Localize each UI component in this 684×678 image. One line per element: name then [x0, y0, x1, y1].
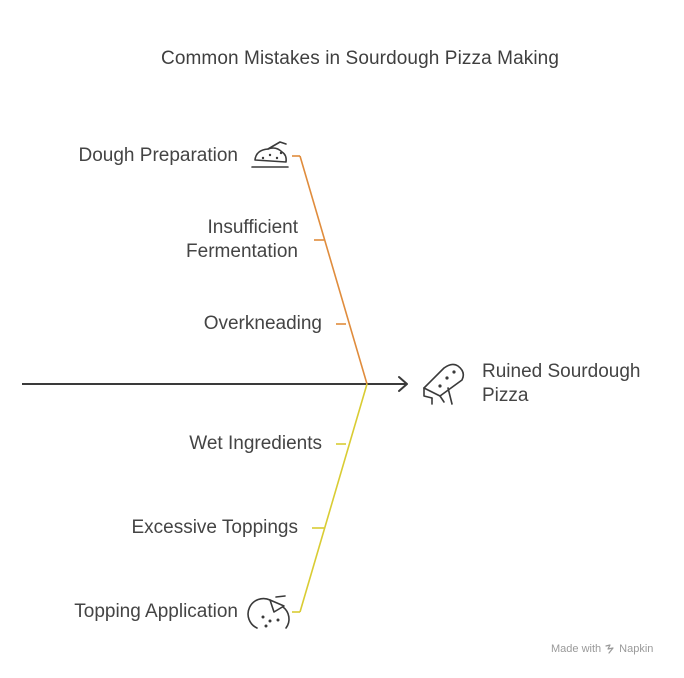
made-with-text: Made with — [551, 643, 602, 655]
cause-label-wet-ingredients: Wet Ingredients — [189, 433, 322, 454]
effect-line-1: Ruined Sourdough — [482, 361, 641, 382]
cause-label-excessive-toppings: Excessive Toppings — [131, 517, 298, 538]
dough-bowl-icon — [251, 141, 289, 168]
effect-label: Ruined Sourdough Pizza — [482, 360, 640, 408]
napkin-logo-icon — [605, 644, 614, 654]
effect-line-2: Pizza — [482, 385, 529, 406]
pizza-toppings-icon — [247, 595, 290, 629]
cause-line-2: Fermentation — [186, 241, 298, 262]
cause-line-1: Insufficient — [207, 217, 298, 238]
category-label-topping-application: Topping Application — [74, 601, 238, 622]
pizza-slice-icon — [423, 363, 465, 405]
bottom-bone-line — [299, 383, 368, 613]
top-bone-line — [299, 155, 368, 385]
napkin-brand-text: Napkin — [619, 643, 654, 655]
spine-arrowhead — [398, 376, 408, 392]
diagram-title: Common Mistakes in Sourdough Pizza Makin… — [161, 48, 559, 69]
cause-label-overkneading: Overkneading — [203, 313, 322, 334]
made-with-napkin-footer: Made with Napkin — [551, 643, 653, 655]
cause-label-insufficient-fermentation: Insufficient Fermentation — [60, 216, 298, 264]
category-label-dough-preparation: Dough Preparation — [78, 145, 239, 166]
